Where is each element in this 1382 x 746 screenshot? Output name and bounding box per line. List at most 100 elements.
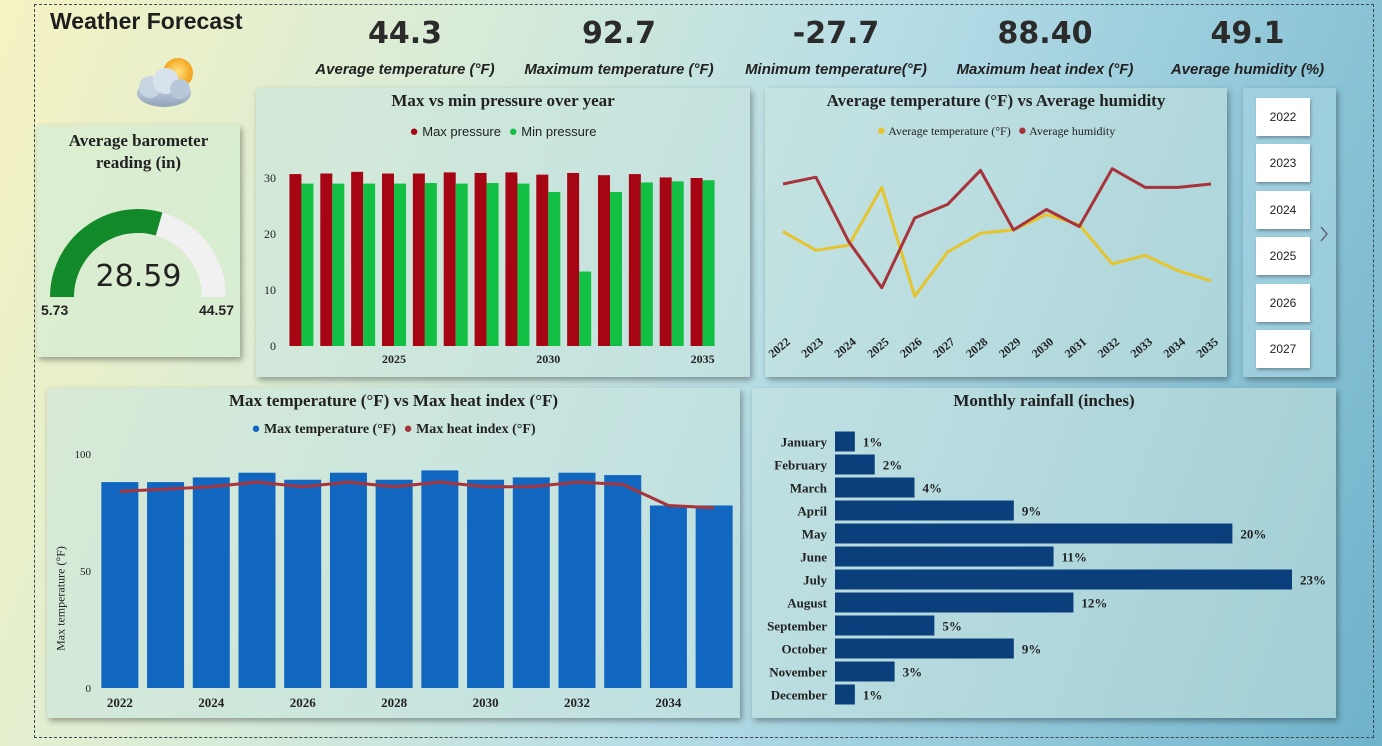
kpi-min-temperature: -27.7 Minimum temperature(°F) xyxy=(735,16,937,78)
kpi-value: 49.1 xyxy=(1210,16,1285,51)
legend-marker: ● xyxy=(409,123,419,140)
max-pressure-bar xyxy=(567,172,580,346)
max-temperature-bar xyxy=(375,479,413,688)
x-tick-label: 2031 xyxy=(1062,335,1089,361)
max-temperature-bar xyxy=(238,472,276,688)
max-pressure-bar xyxy=(628,174,641,346)
month-label: October xyxy=(782,642,828,657)
kpi-value: -27.7 xyxy=(792,16,880,51)
max-temperature-bar xyxy=(558,472,596,688)
month-label: May xyxy=(802,527,828,542)
gauge-max: 44.57 xyxy=(198,302,234,318)
kpi-avg-temperature: 44.3 Average temperature (°F) xyxy=(305,16,505,78)
kpi-label: Maximum heat index (°F) xyxy=(956,61,1134,78)
kpi-value: 44.3 xyxy=(367,16,443,51)
rainfall-bar xyxy=(835,454,875,475)
avg-humidity-line xyxy=(782,167,1212,290)
min-pressure-bar xyxy=(579,271,592,346)
min-pressure-bar xyxy=(301,183,314,346)
min-pressure-bar xyxy=(363,183,376,346)
year-button-2027[interactable]: 2027 xyxy=(1256,330,1310,368)
x-tick-label: 2025 xyxy=(864,335,891,361)
x-tick-label: 2030 xyxy=(1029,335,1056,361)
max-pressure-bar xyxy=(536,174,549,346)
x-tick-label: 2023 xyxy=(798,335,825,361)
max-temperature-bar xyxy=(604,475,642,688)
month-label: November xyxy=(769,665,827,680)
max-temperature-bar xyxy=(147,482,185,688)
kpi-value: 92.7 xyxy=(581,16,657,51)
y-tick-label: 20 xyxy=(264,227,276,241)
rainfall-data-label: 1% xyxy=(863,688,883,703)
month-label: July xyxy=(803,573,827,588)
year-button-2025[interactable]: 2025 xyxy=(1256,237,1310,275)
dashboard-title: Weather Forecast xyxy=(50,8,243,34)
year-button-2026[interactable]: 2026 xyxy=(1256,284,1310,322)
legend-label: Max pressure xyxy=(422,124,501,139)
max-pressure-bar xyxy=(598,175,610,346)
gauge-svg xyxy=(50,209,226,297)
min-pressure-bar xyxy=(640,182,653,346)
y-tick-label: 100 xyxy=(75,449,92,461)
rainfall-data-label: 23% xyxy=(1300,573,1326,588)
kpi-value: 88.40 xyxy=(997,16,1093,51)
chart-title: Average temperature (°F) vs Average humi… xyxy=(826,91,1166,110)
rainfall-bar xyxy=(835,477,915,498)
rainfall-bar xyxy=(835,638,1014,659)
temp-humidity-plot: 2022 2023 2024 2025 2026 2027 2028 2029 2030 2031… xyxy=(766,167,1221,361)
legend-marker: ● xyxy=(876,123,886,139)
x-tick-label: 2026 xyxy=(290,695,317,710)
max-temperature-bar xyxy=(695,505,733,688)
y-tick-label: 10 xyxy=(264,283,276,297)
year-button-2024[interactable]: 2024 xyxy=(1256,191,1310,229)
max-heat-index-line xyxy=(119,480,715,510)
min-pressure-bar xyxy=(394,183,406,346)
max-temperature-bar xyxy=(329,472,367,688)
min-pressure-bar xyxy=(702,180,715,346)
max-pressure-bar xyxy=(289,174,302,346)
y-axis-label: Max temperature (°F) xyxy=(53,546,68,651)
min-pressure-bar xyxy=(548,192,561,346)
rainfall-data-label: 12% xyxy=(1081,596,1107,611)
rainfall-data-label: 2% xyxy=(883,458,903,473)
rainfall-data-label: 20% xyxy=(1240,527,1266,542)
min-pressure-bar xyxy=(455,183,468,346)
min-pressure-bar xyxy=(424,183,437,346)
x-tick-label: 2022 xyxy=(766,335,793,361)
year-button-2022[interactable]: 2022 xyxy=(1256,98,1310,136)
dashboard-frame xyxy=(34,4,1374,738)
chart-legend: ● Average temperature (°F) ● Average hum… xyxy=(765,123,1227,140)
max-pressure-bar xyxy=(690,178,703,346)
y-tick-label: 30 xyxy=(264,171,276,185)
rainfall-data-label: 11% xyxy=(1062,550,1087,565)
x-tick-label: 2027 xyxy=(930,335,957,361)
rainfall-data-label: 5% xyxy=(942,619,962,634)
rainfall-data-label: 4% xyxy=(922,481,942,496)
month-label: June xyxy=(800,550,827,565)
x-tick-label: 2032 xyxy=(1095,335,1122,361)
pressure-chart-card: Max vs min pressure over year ● Max pres… xyxy=(256,88,750,377)
y-tick-label: 50 xyxy=(80,566,92,578)
rainfall-bar xyxy=(835,684,855,705)
kpi-label: Minimum temperature(°F) xyxy=(745,61,927,78)
y-tick-label: 0 xyxy=(86,683,92,695)
x-tick-label: 2030 xyxy=(473,695,499,710)
chevron-right-icon[interactable] xyxy=(1318,225,1330,243)
legend-label: Average temperature (°F) xyxy=(888,124,1011,138)
legend-label: Max heat index (°F) xyxy=(416,422,536,437)
legend-marker: ● xyxy=(1017,123,1027,139)
gauge-fill xyxy=(50,209,163,297)
max-temp-heat-index-card: Max temperature (°F) vs Max heat index (… xyxy=(47,388,740,718)
x-tick-label: 2022 xyxy=(107,695,133,710)
kpi-avg-humidity: 49.1 Average humidity (%) xyxy=(1160,16,1335,78)
chart-legend: ● Max pressure ● Min pressure xyxy=(256,123,750,140)
month-label: April xyxy=(797,504,827,519)
min-pressure-bar xyxy=(332,183,345,346)
max-pressure-bar xyxy=(443,172,456,346)
gauge-value: 28.59 xyxy=(95,259,182,294)
max-temperature-bar xyxy=(101,482,139,688)
x-tick-label: 2024 xyxy=(198,695,225,710)
barometer-gauge-card: Average barometer reading (in) 28.59 5.7… xyxy=(37,125,240,357)
year-button-2023[interactable]: 2023 xyxy=(1256,144,1310,182)
kpi-max-heat-index: 88.40 Maximum heat index (°F) xyxy=(945,16,1145,78)
